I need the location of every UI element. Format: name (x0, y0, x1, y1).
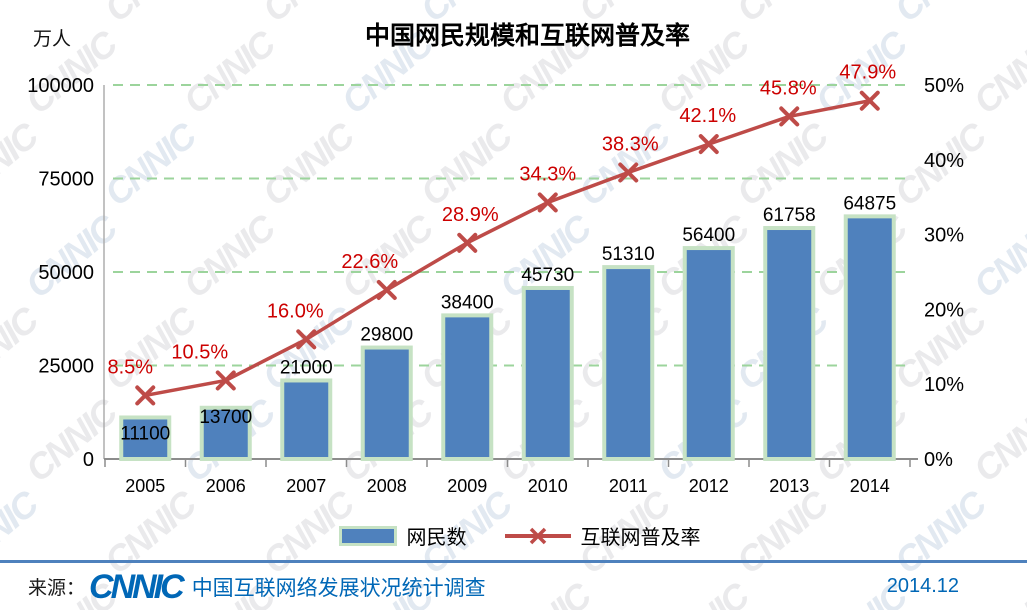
year-label-2010: 2010 (528, 476, 568, 496)
pct-label-2013: 45.8% (760, 77, 817, 99)
bar-2012 (682, 246, 735, 461)
year-label-2009: 2009 (447, 476, 487, 496)
footer-bar: 来源： CNNIC 中国互联网络发展状况统计调查 2014.12 (0, 560, 1027, 610)
bar-2013 (763, 226, 816, 461)
year-label-2007: 2007 (286, 476, 326, 496)
pct-label-2014: 47.9% (839, 62, 896, 84)
bar-label-2007: 21000 (280, 357, 333, 378)
marker-2007 (296, 329, 317, 350)
bar-swatch-icon (338, 525, 397, 546)
left-tick-label-2: 50000 (38, 262, 94, 284)
bar-label-2008: 29800 (360, 325, 413, 346)
pct-label-2011: 38.3% (602, 134, 659, 156)
left-axis-unit-label: 万人 (33, 29, 72, 50)
bar-label-2006: 13700 (199, 407, 252, 428)
plot-area: 11100 13700 21000 29800 38400 45730 51310 56400… (27, 62, 964, 496)
year-label-2013: 2013 (769, 476, 809, 496)
bar-label-2013: 61758 (763, 205, 816, 226)
pct-label-2007: 16.0% (267, 300, 324, 322)
year-label-2005: 2005 (125, 476, 165, 496)
bar-label-2011: 51310 (602, 244, 655, 265)
report-date: 2014.12 (886, 575, 959, 597)
marker-2006 (215, 370, 236, 391)
bar-2011 (602, 265, 655, 461)
cnnic-logo: CNNIC (89, 567, 185, 606)
source-text: 中国互联网络发展状况统计调查 (191, 576, 486, 600)
legend-item-penetration: 互联网普及率 (504, 521, 701, 550)
marker-2013 (779, 106, 800, 127)
pct-label-2005: 8.5% (107, 356, 153, 378)
left-tick-label-1: 25000 (38, 356, 94, 378)
bar-2007 (280, 378, 333, 461)
year-label-2012: 2012 (689, 476, 729, 496)
pct-label-2008: 22.6% (341, 251, 398, 273)
left-tick-label-3: 75000 (38, 169, 94, 191)
right-tick-label-5: 50% (924, 75, 964, 97)
pct-label-2010: 34.3% (519, 163, 576, 185)
line-x-swatch-icon (504, 527, 571, 544)
marker-2011 (618, 162, 639, 183)
line-x-swatch-part (529, 527, 546, 544)
marker-2012 (698, 134, 719, 155)
bar-2008 (360, 345, 413, 462)
bar-label-2005: 11100 (120, 423, 170, 444)
pct-label-2012: 42.1% (679, 105, 736, 127)
legend-label-penetration: 互联网普及率 (580, 527, 701, 549)
bar-label-2009: 38400 (441, 292, 494, 313)
bar-2014 (843, 214, 896, 461)
year-label-2014: 2014 (850, 476, 890, 496)
legend-label-netizens: 网民数 (406, 527, 467, 549)
bar-2006 (199, 405, 252, 461)
bar-2005 (119, 415, 172, 461)
marker-2014 (859, 90, 880, 111)
bar-label-2014: 64875 (843, 193, 896, 214)
footer-source: 来源： CNNIC 中国互联网络发展状况统计调查 (28, 570, 486, 604)
bar-label-2010: 45730 (521, 265, 574, 286)
marker-2008 (376, 279, 397, 300)
left-tick-label-4: 100000 (27, 75, 94, 97)
pct-label-2006: 10.5% (171, 341, 228, 363)
chart-title: 中国网民规模和互联网普及率 (364, 22, 690, 50)
year-label-2011: 2011 (609, 476, 648, 496)
bar-2010 (521, 285, 574, 461)
right-tick-label-2: 20% (924, 299, 964, 321)
marker-2010 (537, 192, 558, 213)
bar-2009 (441, 313, 494, 461)
year-label-2008: 2008 (367, 476, 407, 496)
right-tick-label-0: 0% (924, 449, 953, 471)
penetration-line (143, 98, 872, 398)
marker-2009 (457, 232, 478, 253)
right-tick-label-3: 30% (924, 225, 964, 247)
chart-legend: 网民数 互联网普及率 (6, 521, 1027, 550)
right-tick-label-4: 40% (924, 150, 964, 172)
marker-2005 (135, 385, 156, 406)
legend-item-netizens: 网民数 (338, 521, 467, 550)
pct-label-2009: 28.9% (442, 204, 499, 226)
year-label-2006: 2006 (206, 476, 246, 496)
source-prefix-label: 来源： (28, 578, 86, 599)
bar-label-2012: 56400 (682, 225, 735, 246)
left-tick-label-0: 0 (83, 449, 94, 471)
right-tick-label-1: 10% (924, 374, 964, 396)
